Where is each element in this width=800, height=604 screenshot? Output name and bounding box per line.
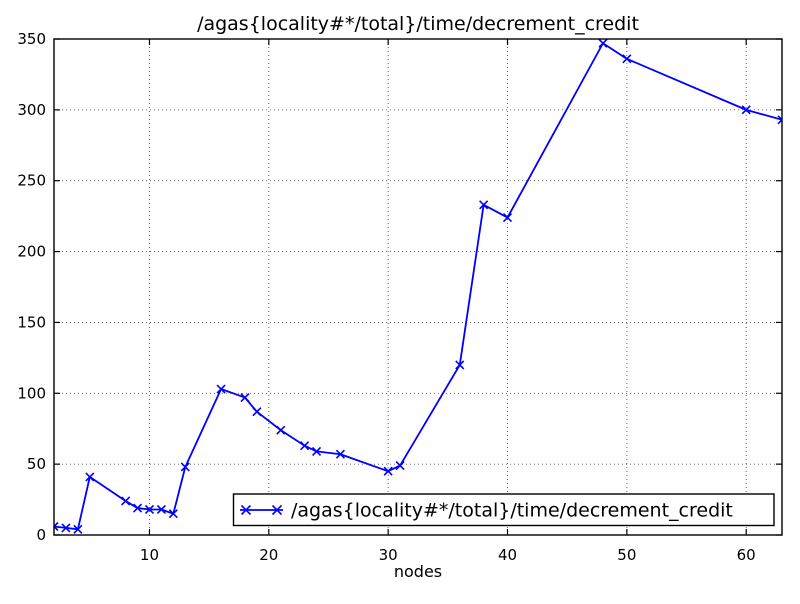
- chart-title: /agas{locality#*/total}/time/decrement_c…: [197, 13, 639, 35]
- axis-ticks: [54, 38, 782, 536]
- data-point-marker-icon: [479, 200, 489, 210]
- data-point-marker-icon: [383, 466, 393, 476]
- plot-border: [53, 38, 783, 536]
- data-point-marker-icon: [61, 523, 71, 533]
- data-point-marker-icon: [121, 496, 131, 506]
- tick-labels: 10 20 30 40 50 60 0 50 100 150 200 250 300 350: [17, 30, 755, 564]
- x-tick-label: 10: [140, 546, 159, 564]
- x-axis-label: nodes: [394, 562, 442, 581]
- y-tick-label: 50: [27, 455, 46, 473]
- legend-sample-marker-icon: [271, 504, 283, 516]
- data-point-marker-icon: [741, 105, 751, 115]
- data-point-marker-icon: [455, 360, 465, 370]
- data-point-marker-icon: [335, 449, 345, 459]
- y-tick-label: 200: [17, 243, 46, 261]
- legend-label: /agas{locality#*/total}/time/decrement_c…: [291, 500, 733, 522]
- legend-sample-marker-icon: [240, 504, 252, 516]
- x-tick-label: 20: [259, 546, 278, 564]
- data-point-marker-icon: [276, 425, 286, 435]
- data-point-marker-icon: [180, 462, 190, 472]
- x-tick-label: 60: [737, 546, 756, 564]
- legend: /agas{locality#*/total}/time/decrement_c…: [232, 493, 775, 527]
- data-point-marker-icon: [502, 212, 513, 223]
- data-point-marker-icon: [395, 460, 405, 471]
- data-point-marker-icon: [144, 504, 155, 515]
- data-point-marker-icon: [598, 39, 608, 48]
- series-line: [54, 42, 782, 531]
- data-point-marker-icon: [216, 384, 226, 394]
- x-tick-label: 50: [617, 546, 636, 564]
- data-series: [54, 39, 782, 534]
- data-point-marker-icon: [132, 503, 143, 513]
- data-point-marker-icon: [85, 472, 95, 482]
- data-point-marker-icon: [777, 115, 782, 125]
- gridlines: [54, 39, 782, 535]
- y-tick-label: 100: [17, 384, 46, 402]
- data-point-marker-icon: [311, 446, 322, 456]
- data-point-marker-icon: [240, 392, 250, 403]
- y-tick-label: 0: [36, 526, 46, 544]
- data-point-marker-icon: [300, 441, 310, 451]
- data-point-marker-icon: [622, 54, 632, 64]
- data-point-marker-icon: [73, 524, 83, 534]
- y-tick-label: 150: [17, 313, 46, 331]
- x-tick-label: 30: [379, 546, 398, 564]
- data-point-marker-icon: [168, 509, 178, 519]
- data-point-marker-icon: [252, 407, 262, 417]
- y-tick-label: 250: [17, 172, 46, 190]
- y-tick-label: 300: [17, 101, 46, 119]
- data-point-marker-icon: [156, 504, 166, 515]
- y-tick-label: 350: [17, 30, 46, 48]
- data-point-marker-icon: [54, 521, 59, 532]
- x-tick-label: 40: [498, 546, 517, 564]
- legend-box: [232, 493, 775, 527]
